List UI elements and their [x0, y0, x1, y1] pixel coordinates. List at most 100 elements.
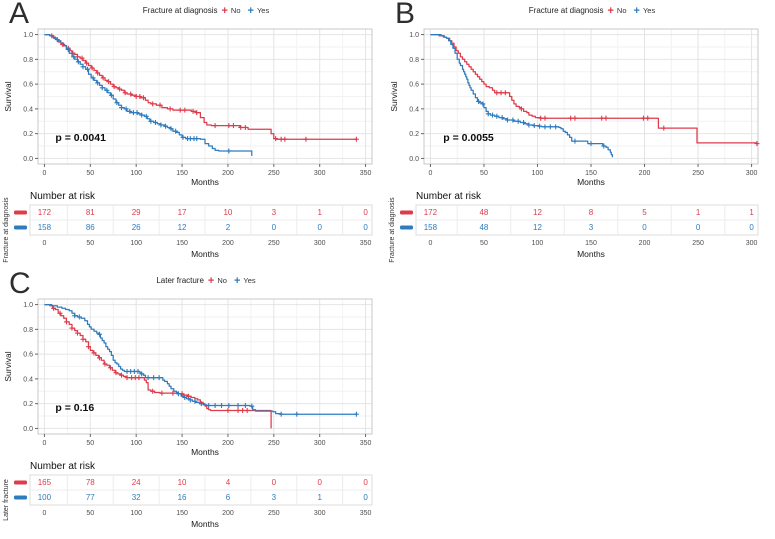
x-tick-label: 350 [360, 170, 372, 177]
censor-tick [95, 80, 101, 86]
legend-item-label: Yes [642, 6, 656, 15]
risk-count: 0 [272, 223, 277, 232]
risk-x-tick-label: 300 [314, 240, 326, 247]
y-tick-label: 0.4 [23, 106, 33, 113]
risk-count: 0 [642, 223, 647, 232]
risk-count: 12 [533, 208, 542, 217]
risk-group-swatch [14, 480, 27, 485]
censor-tick [114, 100, 120, 106]
censor-tick [124, 375, 130, 381]
risk-count: 12 [533, 223, 542, 232]
censor-tick [490, 112, 496, 118]
censor-tick [476, 98, 482, 104]
risk-group-swatch [14, 495, 27, 500]
censor-tick [104, 87, 110, 93]
censor-tick [572, 115, 578, 121]
risk-x-tick-label: 100 [130, 240, 142, 247]
risk-x-axis-title: Months [577, 249, 605, 259]
panel-b: B Fracture at diagnosis + No + Yes p = 0.00… [388, 0, 770, 264]
censor-tick [158, 122, 164, 128]
censor-tick [538, 115, 544, 121]
risk-count: 78 [86, 478, 95, 487]
km-curve-yes [44, 303, 357, 415]
censor-tick [141, 95, 147, 101]
y-tick-label: 0.0 [23, 426, 33, 433]
censor-tick [175, 391, 181, 397]
risk-x-tick-label: 50 [480, 240, 488, 247]
legend-title: Fracture at diagnosis [142, 6, 218, 15]
censor-tick [135, 368, 141, 374]
risk-count: 1 [317, 493, 322, 502]
censor-tick [167, 106, 173, 112]
censor-tick [106, 79, 112, 85]
censor-tick [278, 411, 284, 417]
legend-item-label: No [616, 6, 627, 15]
censor-tick [480, 101, 486, 107]
risk-count: 12 [178, 223, 187, 232]
censor-tick [152, 120, 158, 126]
x-tick-label: 250 [268, 170, 280, 177]
legend-plus-icon: + [207, 274, 215, 287]
legend-plus-icon: + [607, 4, 614, 17]
x-tick-label: 100 [532, 170, 544, 177]
risk-count: 0 [749, 223, 754, 232]
y-tick-label: 0.8 [409, 57, 419, 64]
censor-tick [95, 70, 101, 76]
censor-tick [75, 59, 81, 65]
legend-plus-icon: + [233, 274, 241, 287]
risk-x-tick-label: 0 [42, 510, 46, 517]
x-tick-label: 50 [86, 440, 94, 447]
censor-tick [100, 75, 106, 81]
risk-count: 0 [363, 208, 368, 217]
risk-table-title: Number at risk [30, 191, 96, 202]
x-tick-label: 250 [692, 170, 704, 177]
censor-tick [113, 370, 119, 376]
x-axis-title: Months [577, 177, 605, 187]
p-value-label: p = 0.16 [55, 402, 94, 414]
risk-count: 10 [178, 478, 187, 487]
censor-tick [63, 319, 69, 325]
censor-tick [123, 106, 129, 112]
censor-tick [542, 115, 548, 121]
censor-tick [235, 403, 241, 409]
x-tick-label: 200 [222, 440, 234, 447]
censor-tick [553, 124, 559, 130]
x-tick-label: 300 [746, 170, 758, 177]
p-value-label: p = 0.0041 [55, 132, 106, 144]
legend-title: Later fracture [156, 276, 204, 285]
censor-tick [156, 375, 162, 381]
censor-tick [119, 105, 124, 111]
x-tick-label: 100 [130, 440, 142, 447]
p-value-label: p = 0.0055 [443, 132, 494, 144]
risk-count: 48 [479, 208, 488, 217]
censor-tick [96, 355, 102, 361]
censor-tick [177, 107, 183, 113]
risk-x-axis-title: Months [191, 519, 219, 529]
censor-tick [185, 393, 191, 399]
censor-tick [212, 123, 218, 129]
risk-count: 10 [223, 208, 232, 217]
censor-tick [96, 331, 102, 337]
censor-tick [91, 350, 97, 356]
risk-x-tick-label: 50 [86, 510, 94, 517]
risk-count: 172 [424, 208, 438, 217]
risk-count: 81 [86, 208, 95, 217]
censor-tick [108, 92, 114, 98]
x-axis-title: Months [191, 447, 219, 457]
risk-count: 2 [226, 223, 231, 232]
censor-tick [518, 106, 524, 112]
censor-tick [294, 411, 300, 417]
censor-tick [137, 94, 143, 99]
risk-group-axis-label: Later fracture [3, 479, 10, 521]
risk-count: 158 [424, 223, 438, 232]
risk-group-swatch [14, 210, 27, 215]
y-tick-label: 0.6 [409, 82, 419, 89]
censor-tick [238, 124, 244, 130]
y-tick-label: 0.2 [23, 401, 33, 408]
censor-tick [80, 64, 86, 70]
legend-items: + No + Yes [207, 274, 260, 287]
risk-x-tick-label: 300 [746, 240, 758, 247]
censor-tick [249, 403, 255, 409]
censor-tick [107, 365, 113, 371]
